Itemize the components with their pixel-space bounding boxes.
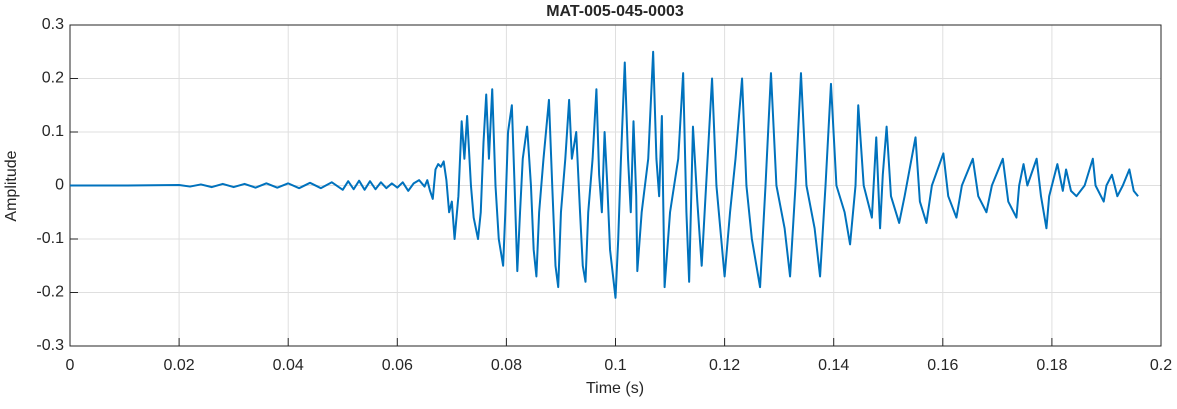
- y-tick-label: -0.3: [36, 337, 64, 354]
- x-tick-label: 0.04: [273, 357, 304, 374]
- y-tick-label: 0.1: [42, 123, 64, 140]
- x-axis-label: Time (s): [586, 380, 644, 397]
- x-tick-label: 0.1: [604, 357, 626, 374]
- x-tick-label: 0.06: [382, 357, 413, 374]
- x-tick-label: 0.18: [1036, 357, 1067, 374]
- x-tick-label: 0.02: [164, 357, 195, 374]
- y-tick-label: -0.2: [36, 284, 64, 301]
- x-tick-label: 0.2: [1150, 357, 1172, 374]
- x-tick-label: 0.14: [818, 357, 849, 374]
- y-tick-label: 0: [55, 177, 64, 194]
- y-axis-label: Amplitude: [3, 150, 20, 221]
- x-tick-label: 0.08: [491, 357, 522, 374]
- y-tick-label: 0.3: [42, 16, 64, 33]
- y-tick-label: 0.2: [42, 70, 64, 87]
- x-tick-label: 0.16: [927, 357, 958, 374]
- x-tick-label: 0: [66, 357, 75, 374]
- x-tick-label: 0.12: [709, 357, 740, 374]
- chart-title: MAT-005-045-0003: [546, 3, 684, 20]
- y-tick-label: -0.1: [36, 230, 64, 247]
- line-series: [70, 50, 1139, 299]
